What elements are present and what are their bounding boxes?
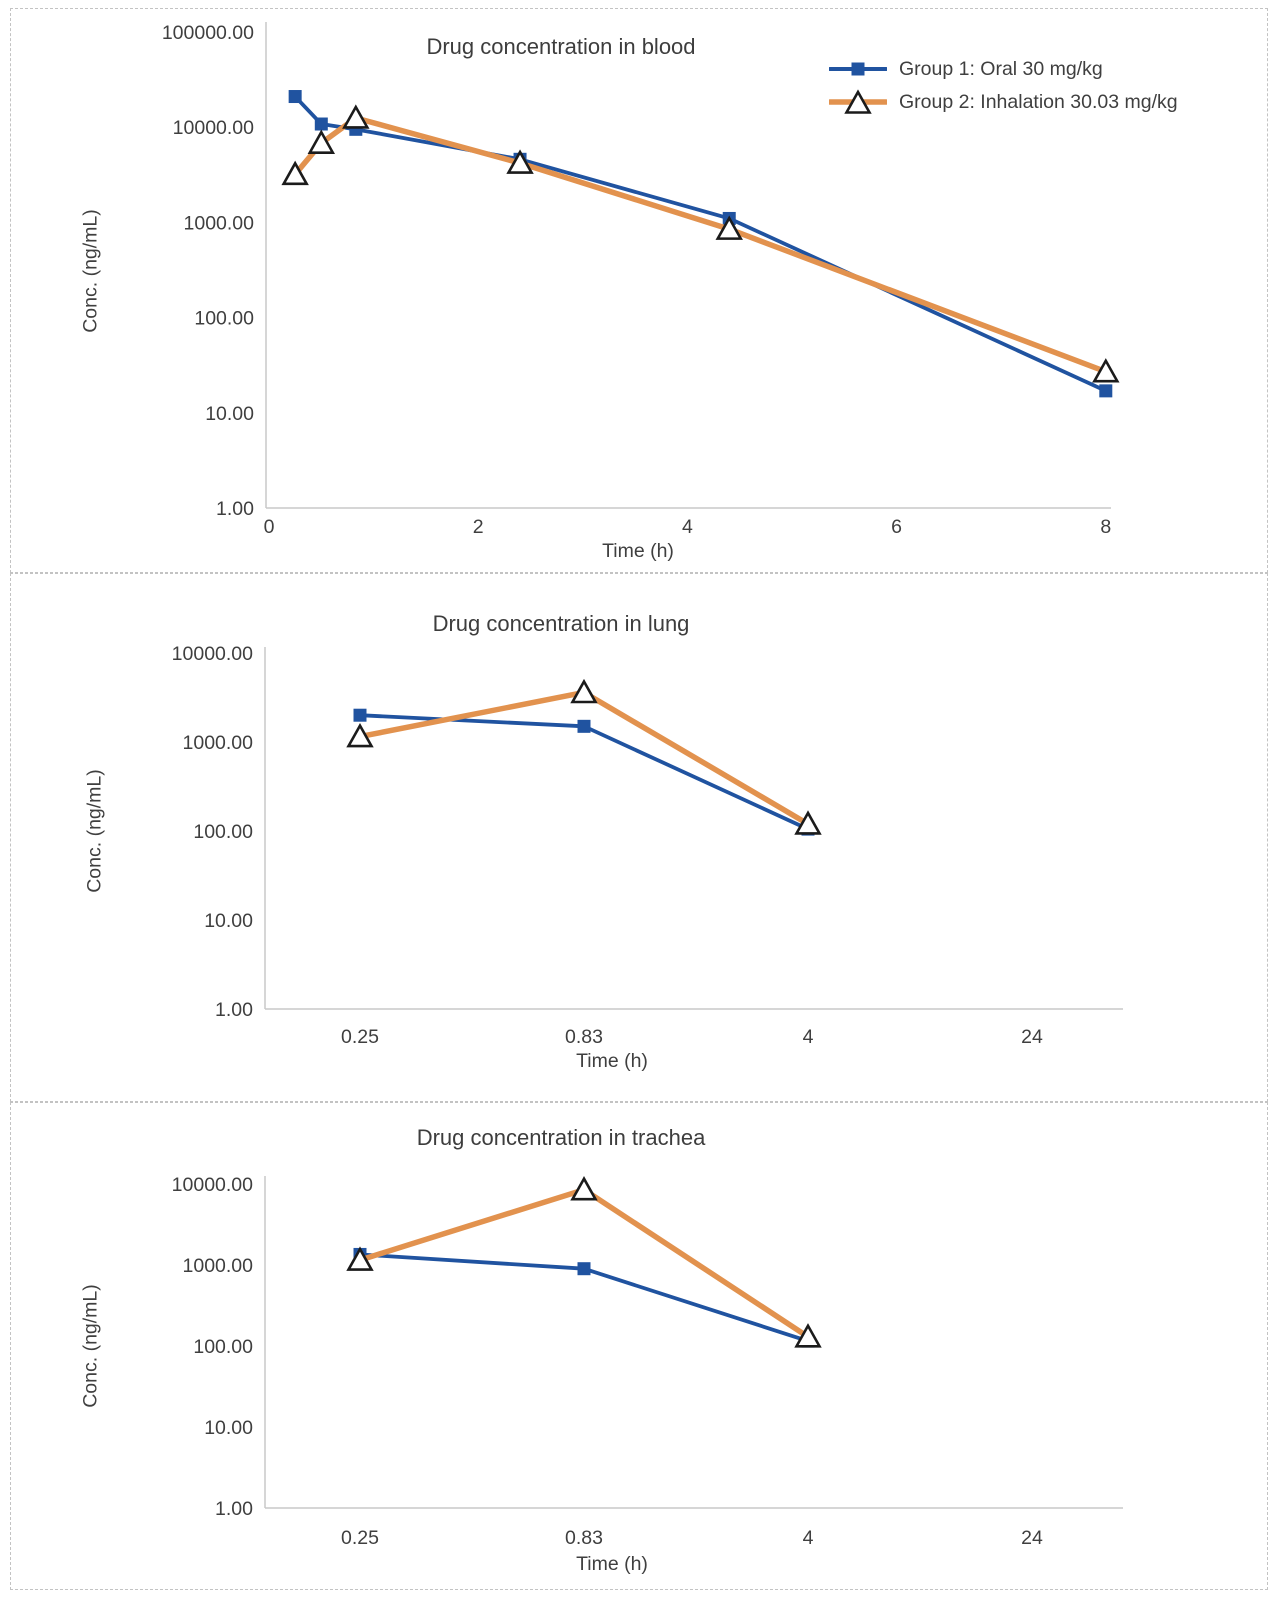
x-tick-label: 8 [1100, 516, 1111, 538]
blood-chart-title: Drug concentration in blood [426, 34, 696, 59]
y-tick-label: 1000.00 [184, 212, 255, 234]
lung-y-axis-label: Conc. (ng/mL) [83, 769, 106, 893]
chart-panel-lung: 10000.00 1000.00 100.00 10.00 1.00 0.25 0.83 4 2… [10, 573, 1268, 1102]
legend-swatch-group2-triangle-icon [829, 89, 887, 114]
blood-y-axis-label: Conc. (ng/mL) [79, 209, 102, 333]
x-tick-label: 6 [891, 516, 902, 538]
marker-triangle [794, 1323, 822, 1348]
series-line-group1 [293, 95, 1107, 393]
marker-triangle [570, 678, 598, 704]
x-tick-label: 0 [264, 516, 275, 538]
legend-item-group1: Group 1: Oral 30 mg/kg [829, 54, 1178, 84]
marker-square [353, 708, 367, 722]
marker-triangle [342, 104, 370, 129]
marker-square [1099, 384, 1113, 398]
x-tick-label: 0.25 [341, 1026, 379, 1048]
x-tick-label: 2 [473, 516, 484, 538]
y-tick-label: 10000.00 [172, 643, 253, 665]
y-tick-label: 10.00 [204, 910, 253, 932]
marker-triangle [1092, 358, 1120, 383]
marker-triangle [715, 215, 743, 240]
marker-triangle [844, 89, 872, 114]
y-tick-label: 10.00 [205, 403, 254, 425]
x-tick-label: 0.83 [565, 1527, 603, 1549]
y-tick-label: 1000.00 [183, 732, 254, 754]
y-tick-label: 1.00 [215, 999, 253, 1021]
blood-chart-plot-area: 100000.00 10000.00 1000.00 100.00 10.00 1.00 0… [162, 22, 1120, 538]
series-line-group2 [357, 689, 811, 827]
marker-square [851, 62, 865, 76]
marker-triangle [281, 160, 309, 186]
trachea-chart-plot-area: 10000.00 1000.00 100.00 10.00 1.00 0.25 0.83 4 2… [172, 1174, 1123, 1549]
y-tick-label: 10.00 [204, 1417, 253, 1439]
marker-square [577, 1262, 591, 1276]
y-tick-label: 1.00 [216, 498, 254, 520]
x-tick-label: 4 [682, 516, 693, 538]
x-tick-label: 4 [803, 1026, 814, 1048]
lung-x-axis-label: Time (h) [576, 1050, 648, 1072]
x-tick-label: 24 [1021, 1527, 1043, 1549]
x-tick-label: 4 [803, 1527, 814, 1549]
trachea-chart-title: Drug concentration in trachea [416, 1125, 706, 1150]
lung-chart-plot-area: 10000.00 1000.00 100.00 10.00 1.00 0.25 0.83 4 2… [172, 643, 1123, 1048]
marker-triangle [307, 129, 336, 154]
marker-triangle [794, 810, 822, 835]
blood-x-axis-label: Time (h) [602, 540, 674, 562]
y-tick-label: 10000.00 [172, 1174, 253, 1196]
legend-label-group1: Group 1: Oral 30 mg/kg [899, 57, 1103, 80]
marker-square [288, 90, 302, 104]
marker-square [314, 117, 328, 131]
y-tick-label: 1000.00 [183, 1255, 254, 1277]
y-tick-label: 100.00 [194, 308, 254, 330]
legend: Group 1: Oral 30 mg/kg Group 2: Inhalati… [829, 54, 1178, 117]
marker-triangle [506, 149, 534, 174]
x-tick-label: 24 [1021, 1026, 1043, 1048]
x-tick-label: 0.83 [565, 1026, 603, 1048]
legend-item-group2: Group 2: Inhalation 30.03 mg/kg [829, 87, 1178, 117]
y-tick-label: 10000.00 [173, 117, 254, 139]
marker-triangle [346, 722, 374, 748]
chart-panel-trachea: 10000.00 1000.00 100.00 10.00 1.00 0.25 0.83 4 2… [10, 1102, 1268, 1590]
y-tick-label: 1.00 [215, 1498, 253, 1520]
y-tick-label: 100.00 [193, 821, 253, 843]
lung-chart-title: Drug concentration in lung [432, 611, 690, 636]
marker-triangle [346, 1246, 374, 1271]
y-tick-label: 100000.00 [162, 22, 254, 44]
y-tick-label: 100.00 [193, 1336, 253, 1358]
marker-square [577, 719, 591, 733]
trachea-y-axis-label: Conc. (ng/mL) [79, 1284, 102, 1408]
marker-triangle [570, 1176, 598, 1201]
legend-label-group2: Group 2: Inhalation 30.03 mg/kg [899, 90, 1178, 113]
trachea-x-axis-label: Time (h) [576, 1553, 648, 1575]
chart-panel-blood: 100000.00 10000.00 1000.00 100.00 10.00 1.00 0… [10, 8, 1268, 573]
legend-swatch-group1-square-icon [829, 62, 887, 76]
x-tick-label: 0.25 [341, 1527, 379, 1549]
